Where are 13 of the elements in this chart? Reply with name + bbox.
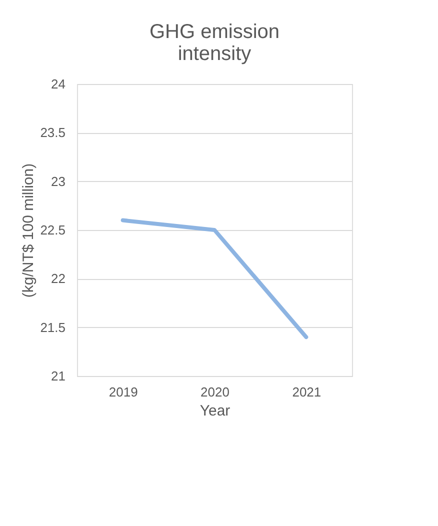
chart-title: GHG emission intensity [149,21,280,65]
y-tick-label: 22 [51,271,66,286]
y-tick-label: 23 [51,174,66,189]
y-tick-label: 24 [51,76,66,92]
y-tick-label: 21 [51,368,66,384]
y-axis-title: (kg/NT$ 100 million) [20,163,38,298]
y-tick-label: 22.5 [40,222,66,238]
y-tick-label: 21.5 [40,320,66,335]
x-axis-title: Year [200,402,230,420]
x-tick-label: 2020 [200,384,230,400]
y-tick-label: 23.5 [40,125,66,140]
x-tick-label: 2019 [108,384,138,400]
x-tick-label: 2021 [292,384,322,400]
